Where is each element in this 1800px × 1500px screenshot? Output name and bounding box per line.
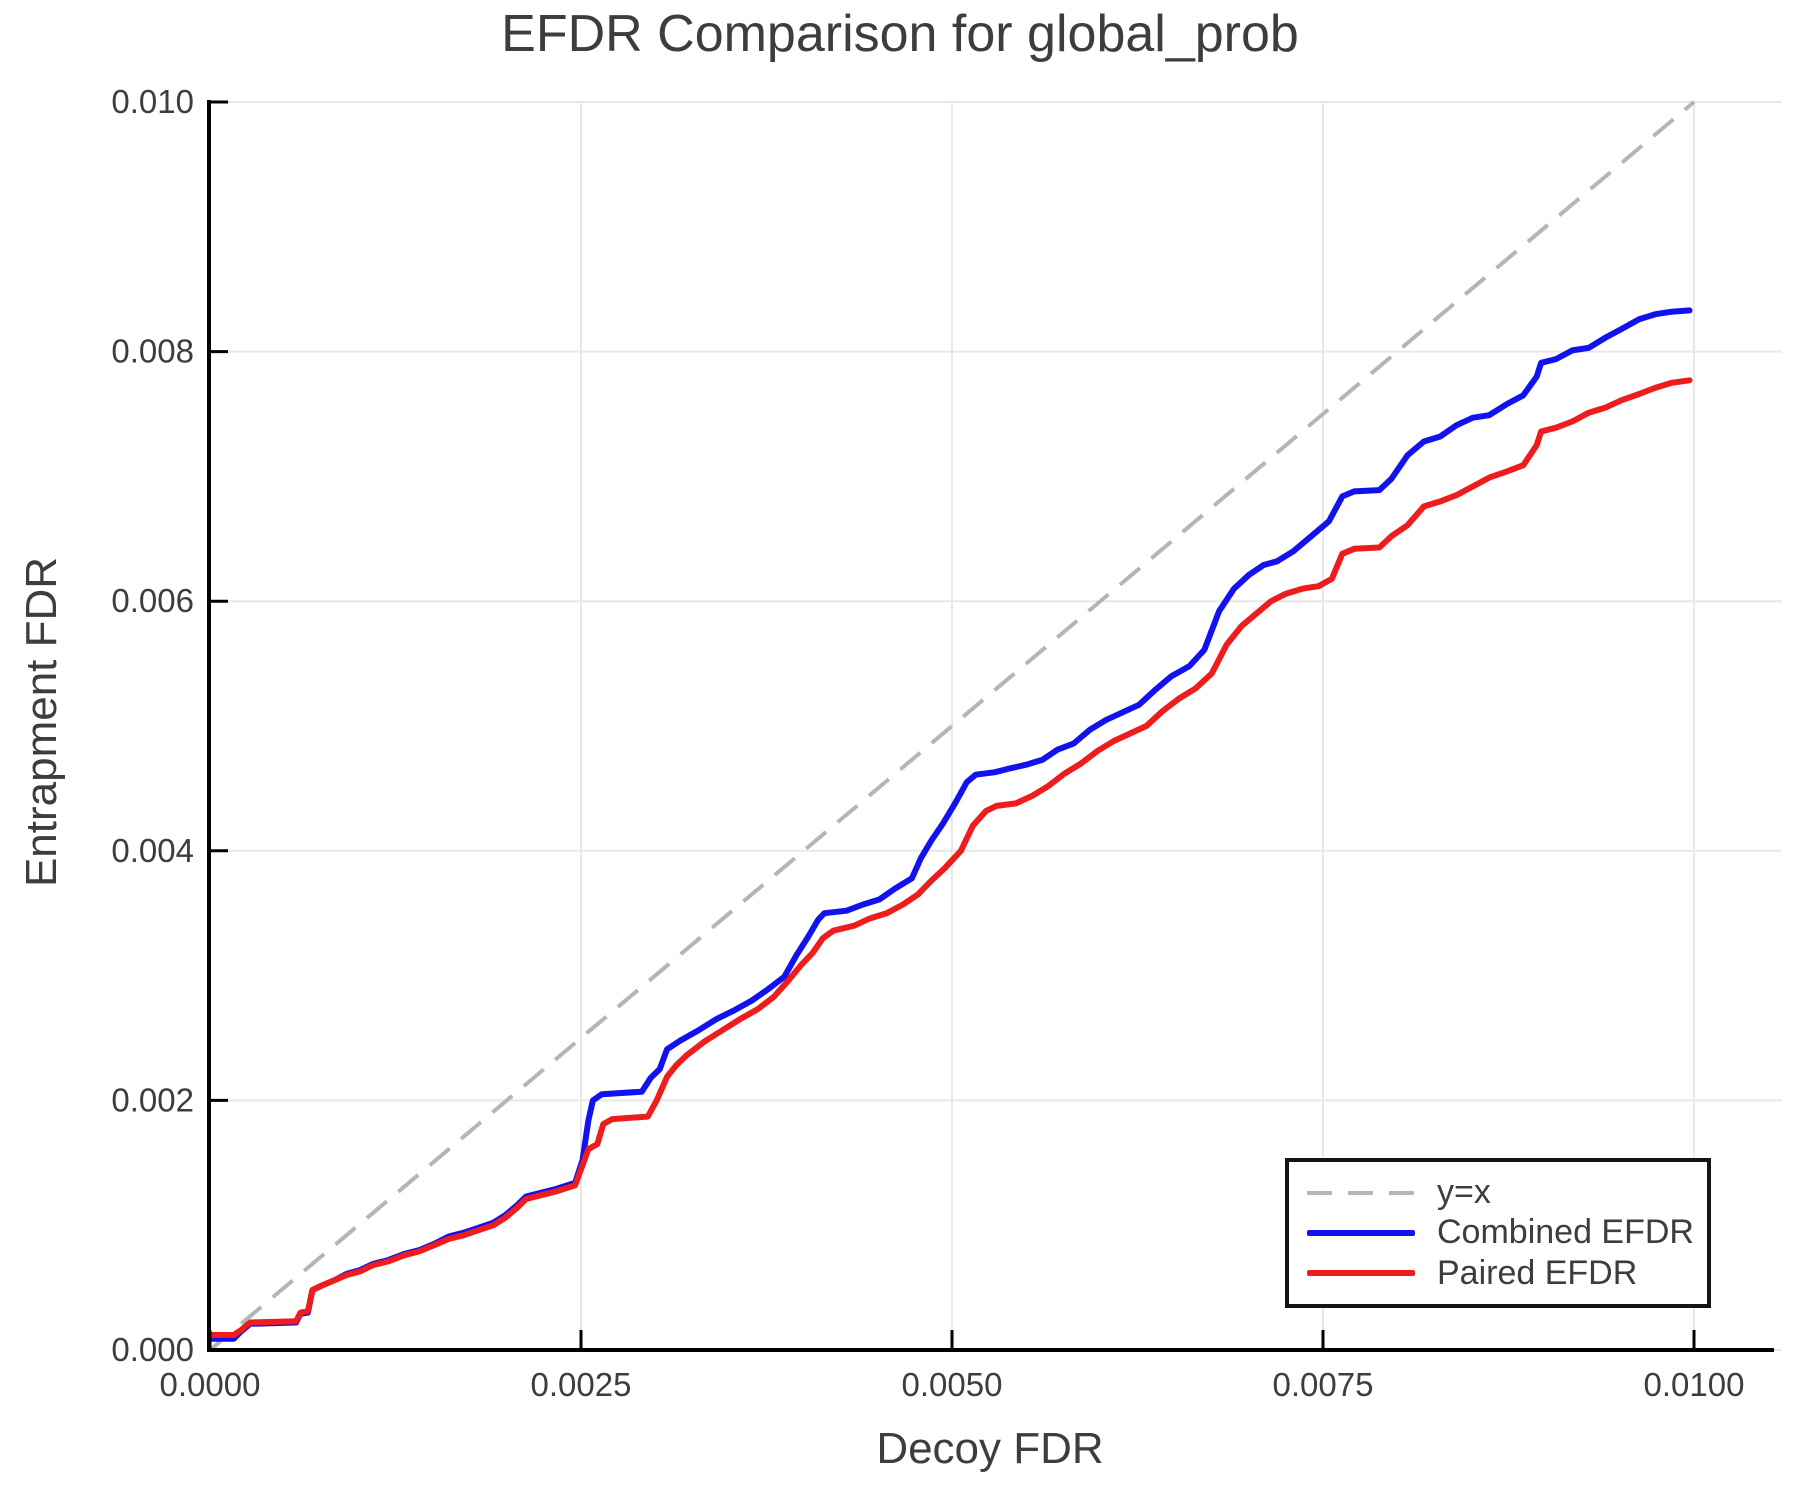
x-tick-label: 0.0025 (531, 1366, 632, 1403)
reference-line-y-equals-x (208, 100, 1696, 1352)
x-tick-label: 0.0100 (1644, 1366, 1745, 1403)
y-axis-label: Entrapment FDR (17, 556, 66, 888)
y-tick-label: 0.006 (111, 582, 194, 619)
x-tick-label: 0.0000 (160, 1366, 261, 1403)
x-tick-label: 0.0050 (902, 1366, 1003, 1403)
chart-title: EFDR Comparison for global_prob (501, 5, 1299, 63)
legend-entry-reference: y=x (1307, 1172, 1697, 1211)
y-tick-label: 0.000 (111, 1331, 194, 1368)
legend-entry-combined: Combined EFDR (1307, 1213, 1697, 1252)
paired-efdr-line (207, 377, 1693, 1338)
red-line-sample-icon (1307, 1270, 1415, 1277)
x-tick-label: 0.0075 (1273, 1366, 1374, 1403)
blue-line-sample-icon (1307, 1230, 1415, 1236)
dashed-line-sample-icon (1307, 1190, 1415, 1195)
legend-label: Combined EFDR (1437, 1213, 1694, 1252)
legend-entry-paired: Paired EFDR (1307, 1253, 1697, 1292)
x-axis-label: Decoy FDR (876, 1424, 1104, 1473)
y-tick-label: 0.008 (111, 333, 194, 370)
legend: y=x Combined EFDR Paired EFDR (1285, 1158, 1711, 1308)
y-tick-label: 0.010 (111, 83, 194, 120)
legend-label: y=x (1437, 1172, 1491, 1211)
y-tick-label: 0.004 (111, 832, 194, 869)
legend-label: Paired EFDR (1437, 1253, 1638, 1292)
y-tick-label: 0.002 (111, 1081, 194, 1118)
